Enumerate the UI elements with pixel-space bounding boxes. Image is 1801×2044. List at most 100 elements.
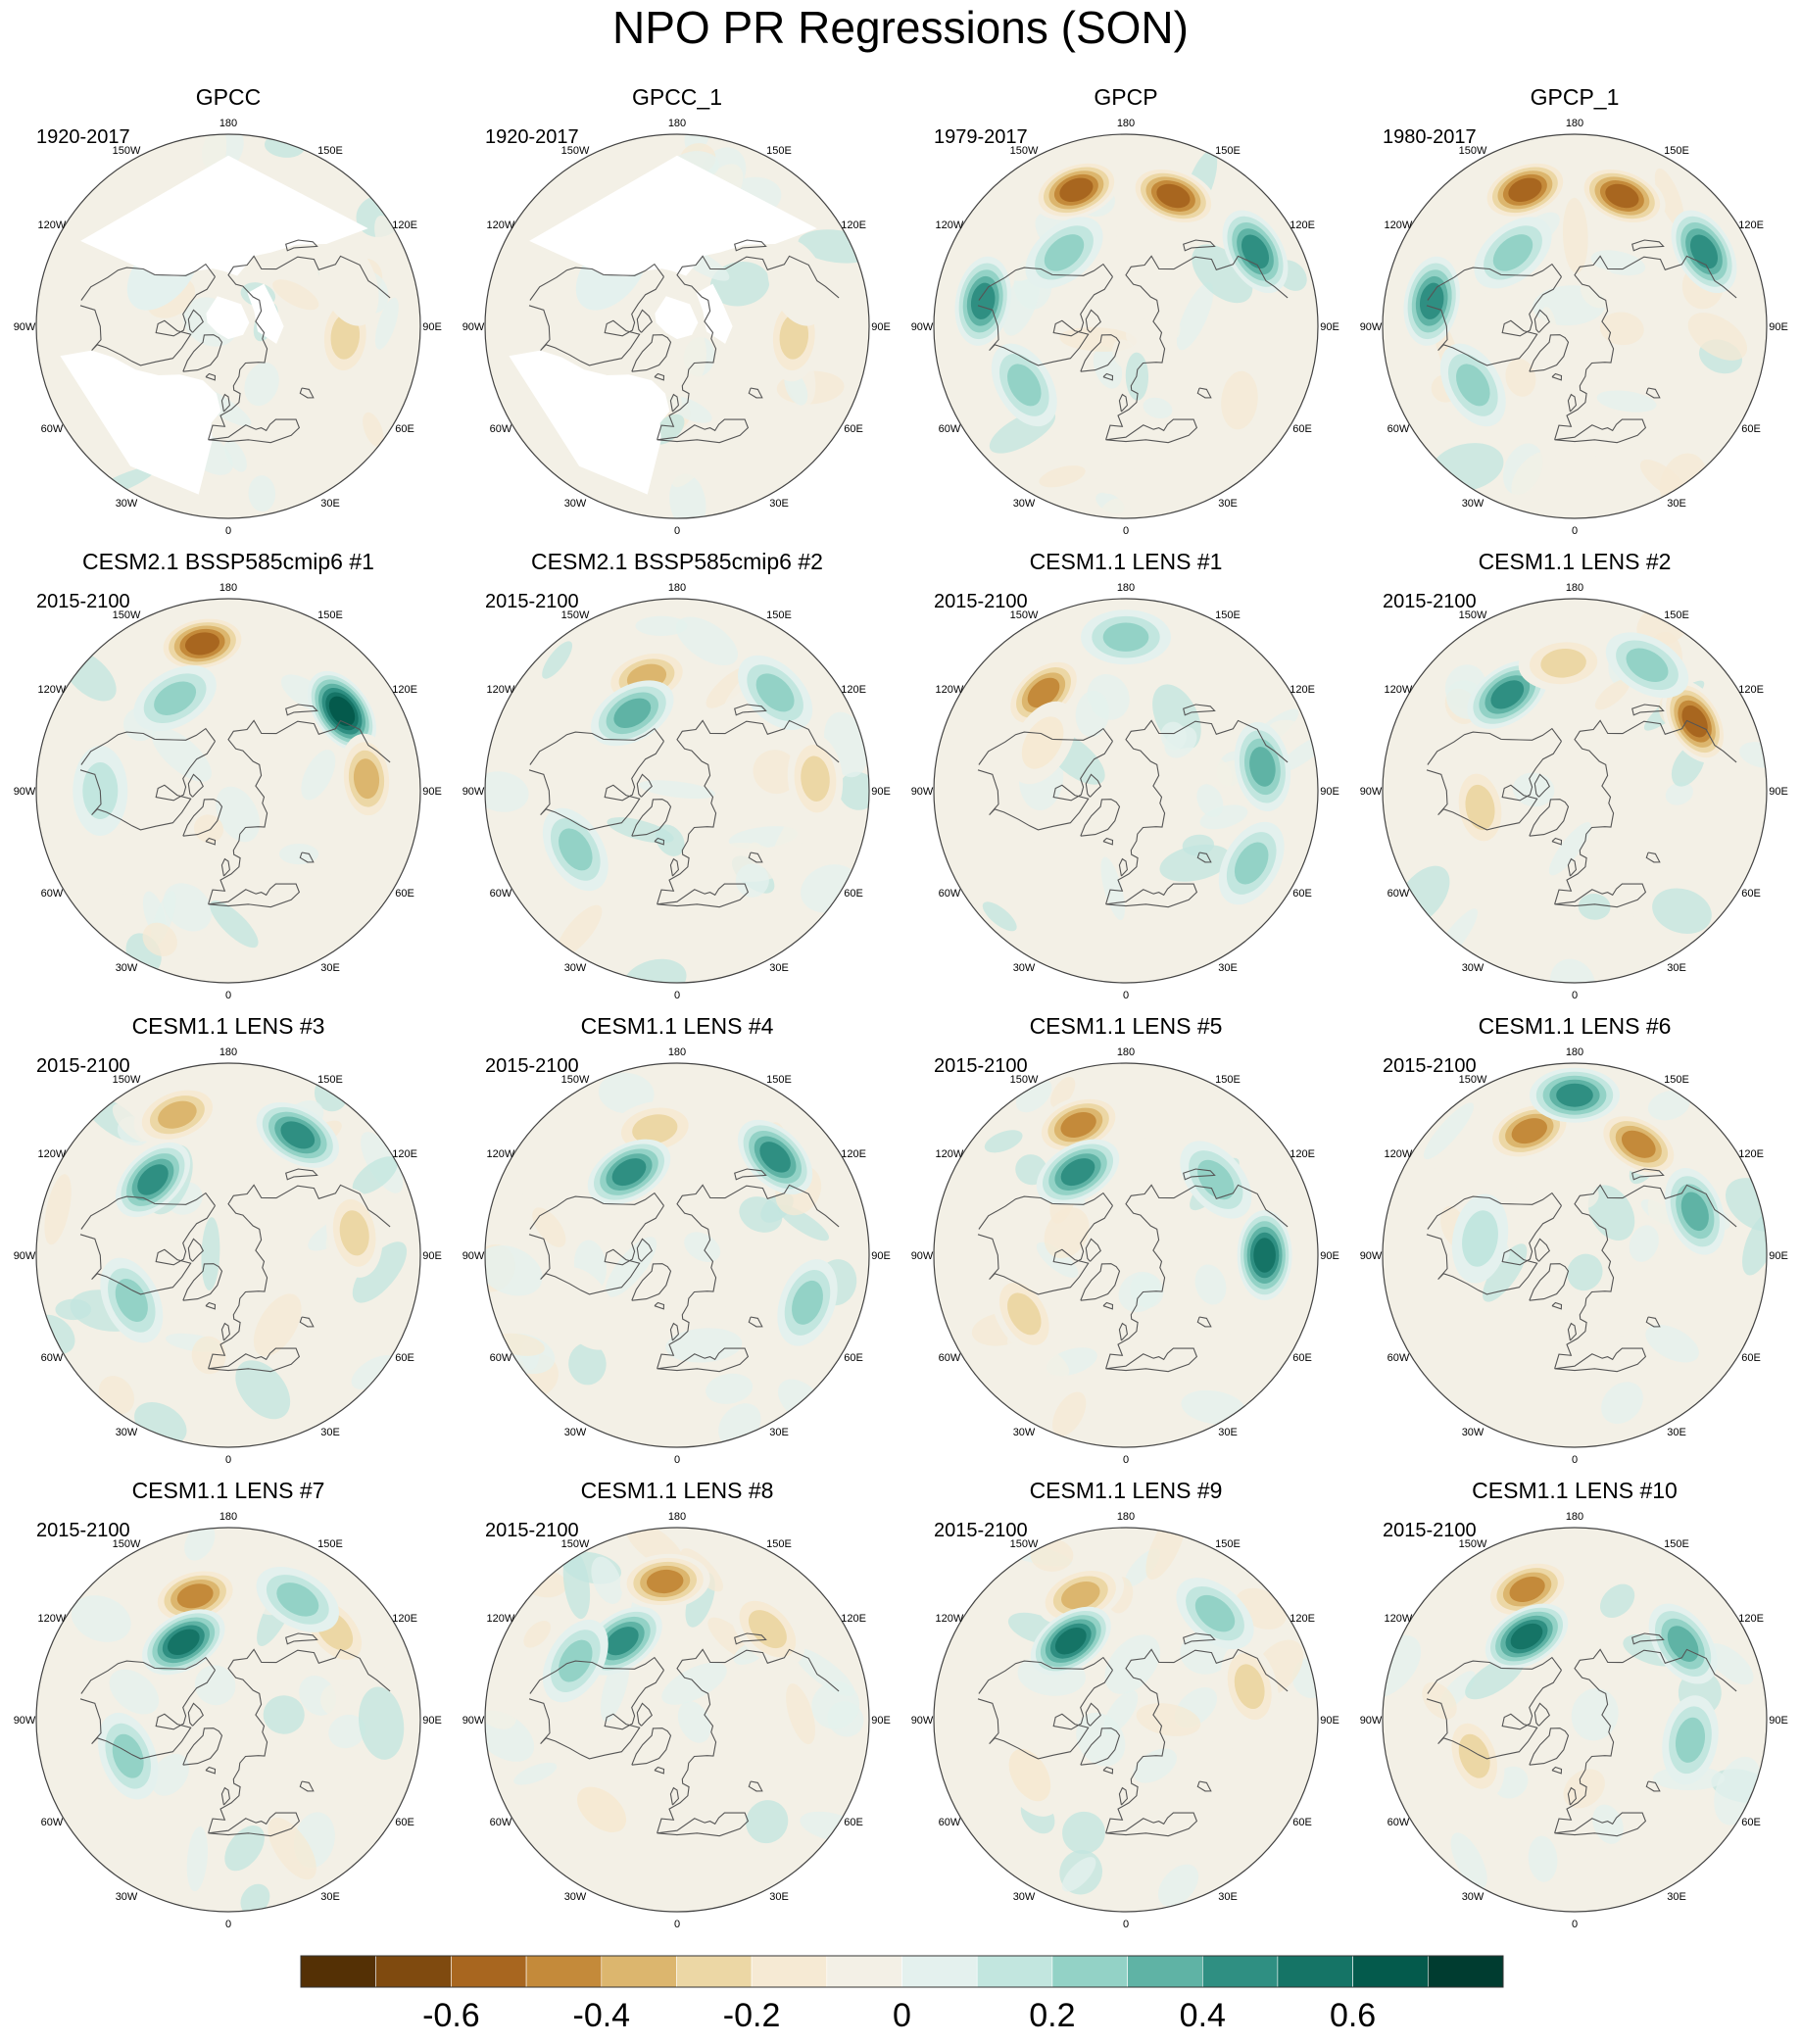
field-patch: [250, 437, 279, 465]
lon-label: 30W: [1013, 1891, 1036, 1903]
field-patch: [485, 771, 529, 812]
lon-label: 150E: [1215, 1074, 1241, 1086]
lon-label: 120W: [487, 219, 515, 231]
field-patch: [1511, 451, 1560, 504]
field-patch: [244, 362, 279, 407]
lon-label: 180: [668, 1511, 686, 1523]
lon-label: 180: [219, 582, 237, 594]
lon-label: 0: [225, 525, 231, 537]
coastline: [299, 1316, 315, 1328]
panel: 180 150E 120E 90E 60E 30E 0 30W 60W 90W 120W 150W GP…: [14, 84, 442, 537]
colorbar-tick-label: 0.2: [1029, 1997, 1075, 2034]
panel: 180 150E 120E 90E 60E 30E 0 30W 60W 90W 120W 150W CE…: [1360, 549, 1788, 1001]
colorbar: -0.6 -0.4 -0.2 0 0.2 0.4 0.6: [300, 1955, 1504, 2034]
map-outline: [933, 1062, 1319, 1448]
panel-title: CESM1.1 LENS #5: [1030, 1013, 1223, 1039]
lon-label: 60E: [1741, 1817, 1761, 1828]
coastline: [1551, 837, 1563, 846]
coastline: [1533, 309, 1550, 333]
lon-label: 60W: [939, 423, 961, 435]
lon-label: 30E: [1218, 1891, 1238, 1903]
anomaly-contour: [559, 828, 593, 871]
map-outline: [35, 133, 421, 519]
field-patch: [1652, 888, 1712, 934]
panel-period: 2015-2100: [36, 591, 130, 612]
field-patch: [811, 1680, 860, 1729]
lon-label: 30W: [116, 962, 138, 974]
panel: 180 150E 120E 90E 60E 30E 0 30W 60W 90W 120W 150W CE…: [911, 1013, 1339, 1466]
coastline: [636, 1238, 653, 1262]
coastline: [1105, 1812, 1198, 1837]
anomaly-contour: [1419, 282, 1444, 319]
anomaly-contour: [755, 673, 795, 712]
lon-label: 90E: [871, 321, 891, 333]
coastline: [604, 1656, 664, 1671]
coastline: [1631, 1632, 1665, 1645]
panel: 180 150E 120E 90E 60E 30E 0 30W 60W 90W 120W 150W CE…: [462, 1478, 891, 1930]
lon-label: 30W: [116, 1891, 138, 1903]
coastline: [1529, 1263, 1570, 1301]
panel: 180 150E 120E 90E 60E 30E 0 30W 60W 90W 120W 150W CE…: [911, 549, 1339, 1001]
coastline: [1551, 1766, 1563, 1775]
lon-label: 60W: [939, 888, 961, 900]
panel-grid: 180 150E 120E 90E 60E 30E 0 30W 60W 90W 120W 150W GP…: [14, 84, 1788, 1930]
panel-period: 1980-2017: [1383, 126, 1477, 148]
field-patch: [263, 1695, 305, 1734]
field-patch: [1726, 1178, 1767, 1232]
anomaly-contour: [1234, 1664, 1265, 1710]
lon-label: 120E: [392, 1613, 417, 1625]
lon-label: 90W: [14, 1715, 36, 1727]
field-patch: [1601, 1382, 1643, 1425]
coastline: [654, 372, 665, 381]
anomaly-contour: [1156, 183, 1191, 209]
lon-label: 60W: [1387, 1817, 1410, 1828]
colorbar-tick-label: 0: [893, 1997, 911, 2034]
lon-label: 90W: [1360, 321, 1383, 333]
coastline: [187, 773, 204, 798]
coastline: [1080, 1728, 1121, 1766]
anomaly-contour: [115, 1278, 148, 1323]
panel: 180 150E 120E 90E 60E 30E 0 30W 60W 90W 120W 150W CE…: [1360, 1013, 1788, 1466]
coastline: [604, 1192, 664, 1206]
field-patch: [542, 641, 573, 679]
map-outline: [35, 1527, 421, 1913]
field-patch: [374, 297, 399, 350]
anomaly-contour: [1456, 364, 1490, 407]
coastline: [734, 704, 767, 716]
coastline: [657, 255, 840, 440]
field-patch: [532, 1207, 566, 1247]
coastline: [1427, 267, 1502, 301]
lon-label: 120E: [1738, 1148, 1764, 1160]
field-patch: [1450, 1832, 1487, 1889]
lon-label: 60E: [844, 888, 863, 900]
field-patch: [1483, 1243, 1528, 1302]
lon-label: 150W: [1010, 1538, 1039, 1550]
lon-label: 90W: [462, 786, 485, 798]
coastline: [1102, 372, 1114, 381]
panel-period: 2015-2100: [36, 1055, 130, 1077]
coastline: [657, 719, 840, 904]
lon-label: 150W: [113, 1074, 141, 1086]
panel-period: 1920-2017: [36, 126, 130, 148]
lon-label: 150W: [113, 145, 141, 157]
field-patch: [224, 1825, 265, 1872]
field-patch: [1557, 599, 1583, 626]
colorbar-frame: [300, 1955, 1504, 1988]
coastline: [748, 387, 763, 399]
coastline: [657, 1812, 750, 1837]
lon-label: 90W: [1360, 786, 1383, 798]
coastline: [657, 418, 750, 444]
map-field: [36, 599, 420, 983]
coastline: [285, 239, 318, 252]
lon-label: 90W: [911, 321, 934, 333]
coastline: [1105, 719, 1289, 904]
field-patch: [746, 1800, 789, 1844]
lon-label: 30W: [1462, 498, 1485, 510]
coastline: [220, 1786, 230, 1806]
field-patch: [71, 1595, 131, 1642]
lon-label: 30E: [320, 962, 340, 974]
coastline: [1118, 1786, 1128, 1806]
lon-label: 30W: [116, 498, 138, 510]
anomaly-contour: [1061, 1582, 1100, 1610]
map-field: [934, 1528, 1318, 1912]
